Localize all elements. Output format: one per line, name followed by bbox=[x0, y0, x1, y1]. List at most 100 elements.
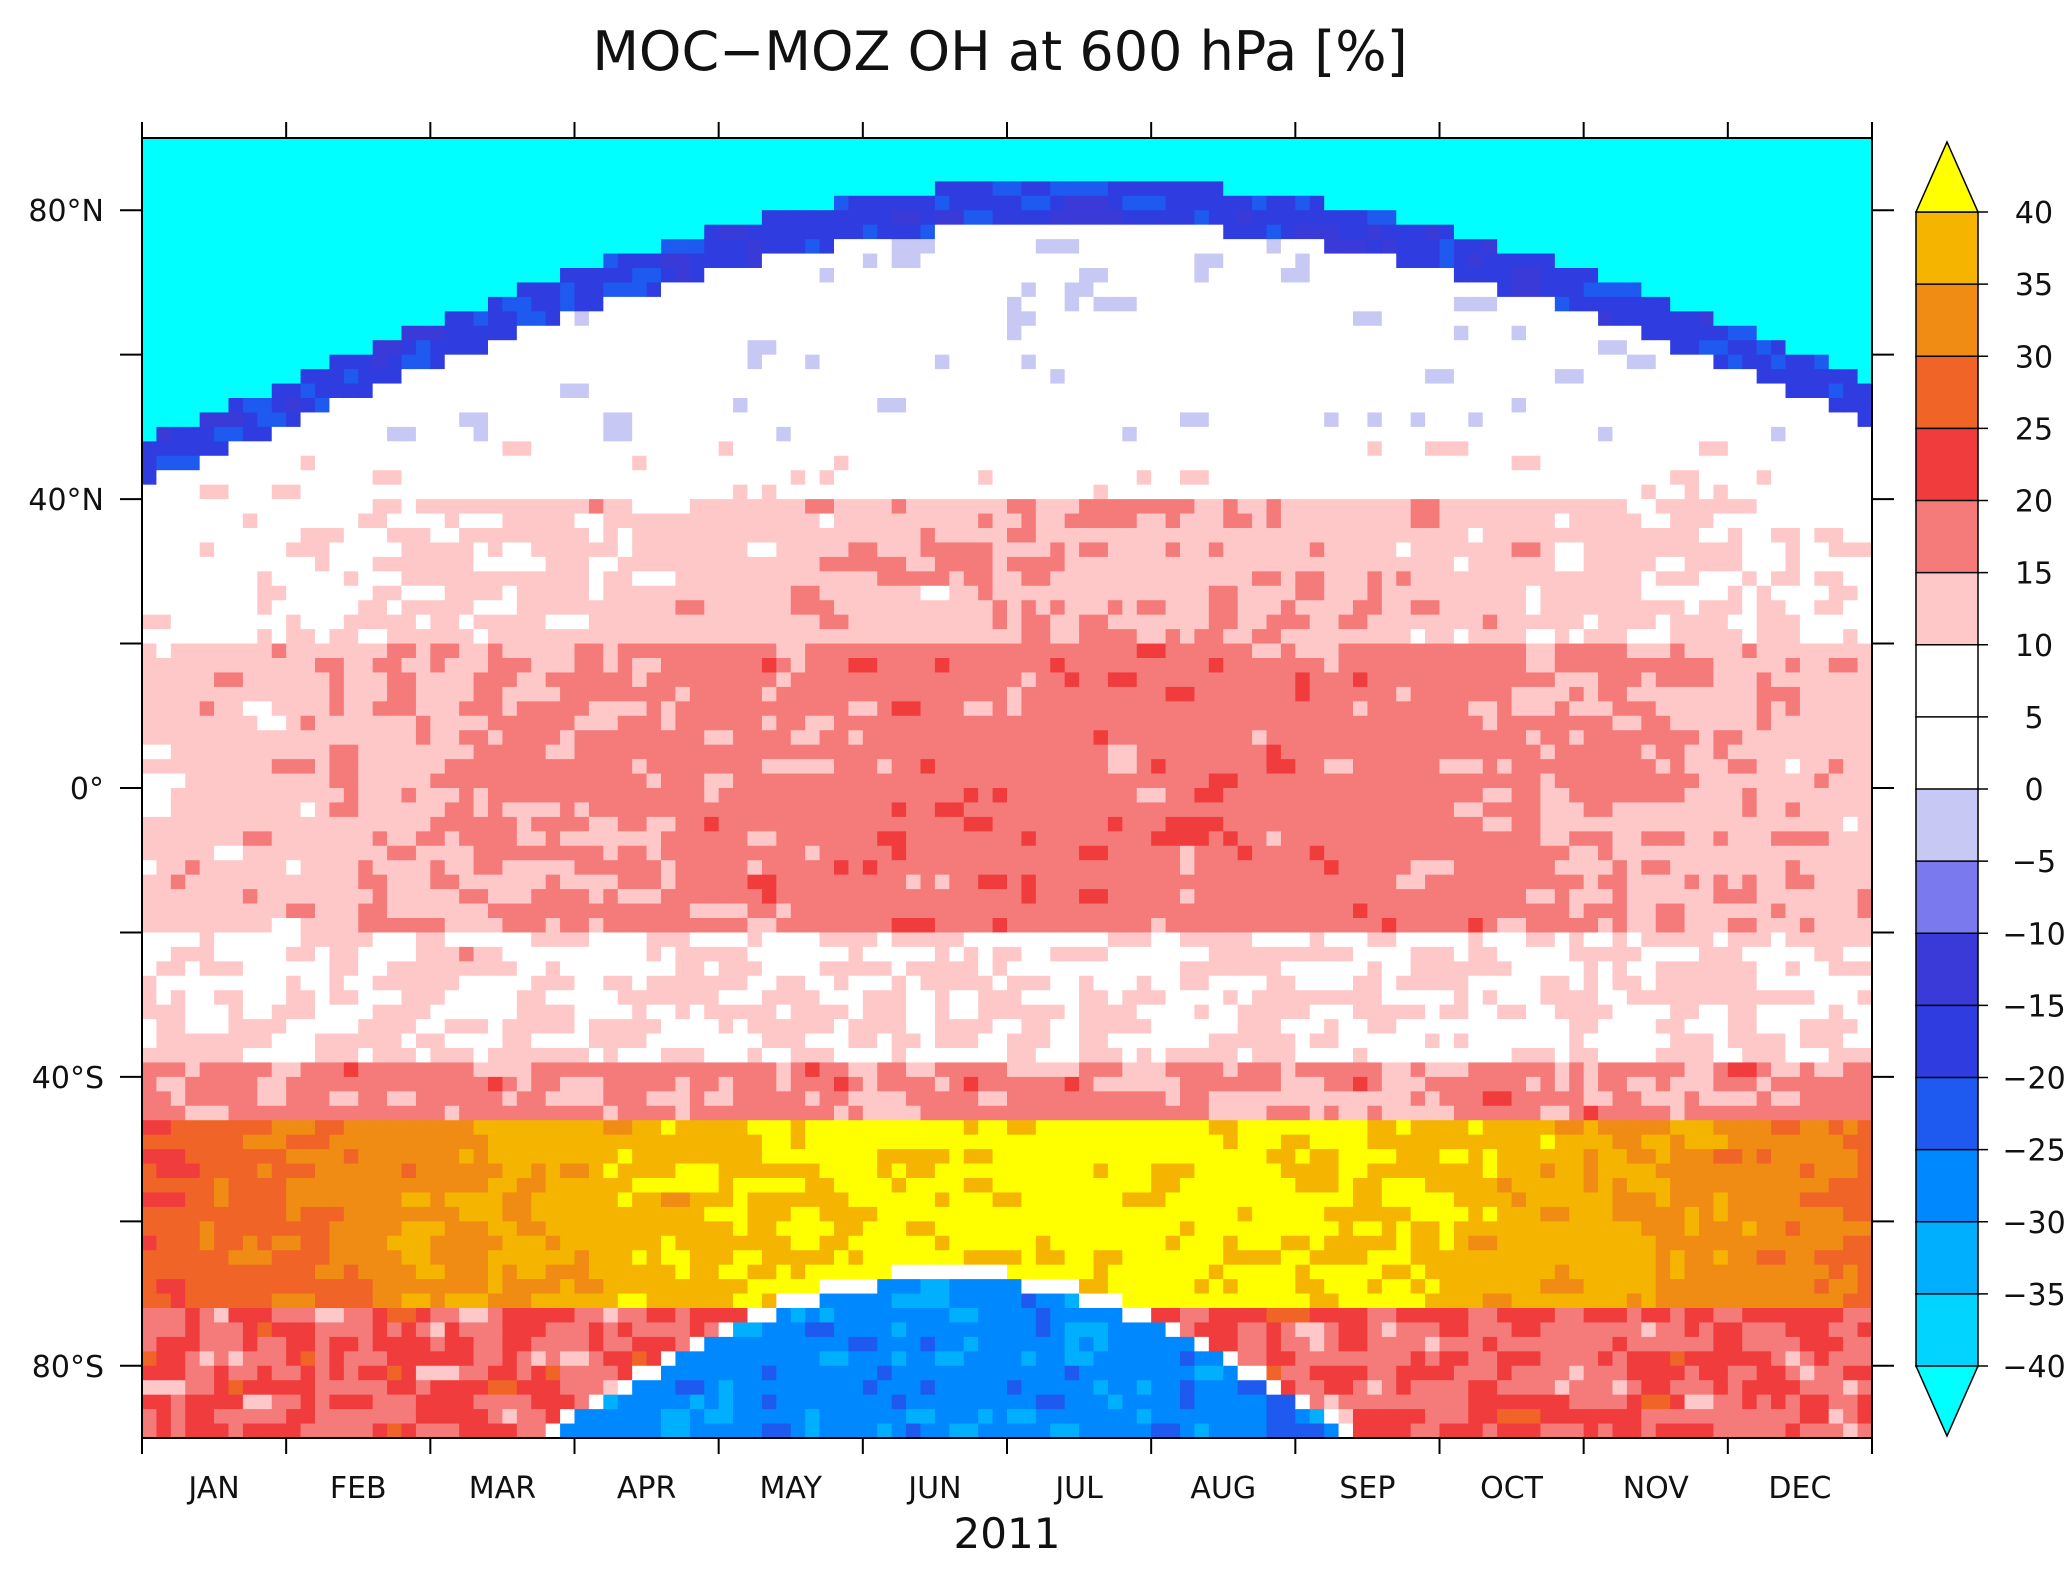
heatmap-cell bbox=[603, 860, 619, 876]
heatmap-cell bbox=[848, 1134, 864, 1150]
heatmap-cell bbox=[603, 990, 619, 1006]
heatmap-cell bbox=[170, 195, 186, 211]
heatmap-cell bbox=[920, 845, 936, 861]
heatmap-cell bbox=[502, 1178, 518, 1194]
heatmap-cell bbox=[142, 296, 158, 312]
heatmap-cell bbox=[603, 1221, 619, 1237]
heatmap-cell bbox=[617, 658, 633, 674]
heatmap-cell bbox=[891, 542, 907, 558]
heatmap-cell bbox=[545, 932, 561, 948]
heatmap-cell bbox=[415, 773, 431, 789]
heatmap-cell bbox=[430, 686, 446, 702]
heatmap-cell bbox=[776, 1250, 792, 1266]
heatmap-cell bbox=[617, 889, 633, 905]
heatmap-cell bbox=[488, 1076, 504, 1092]
heatmap-cell bbox=[704, 369, 720, 385]
heatmap-cell bbox=[488, 1279, 504, 1295]
heatmap-cell bbox=[156, 181, 172, 197]
heatmap-cell bbox=[185, 1019, 201, 1035]
heatmap-cell bbox=[170, 1380, 186, 1396]
heatmap-cell bbox=[747, 1394, 763, 1410]
heatmap-cell bbox=[531, 166, 547, 182]
heatmap-cell bbox=[906, 1293, 922, 1309]
heatmap-cell bbox=[891, 672, 907, 688]
heatmap-cell bbox=[545, 556, 561, 572]
heatmap-cell bbox=[329, 282, 345, 298]
heatmap-cell bbox=[286, 730, 302, 746]
heatmap-cell bbox=[170, 1019, 186, 1035]
heatmap-cell bbox=[502, 426, 518, 442]
heatmap-cell bbox=[199, 1004, 215, 1020]
heatmap-cell bbox=[185, 1134, 201, 1150]
heatmap-cell bbox=[906, 961, 922, 977]
heatmap-cell bbox=[704, 470, 720, 486]
heatmap-cell bbox=[329, 600, 345, 616]
heatmap-cell bbox=[358, 325, 374, 341]
heatmap-cell bbox=[473, 903, 489, 919]
heatmap-cell bbox=[502, 1380, 518, 1396]
heatmap-cell bbox=[156, 658, 172, 674]
heatmap-cell bbox=[502, 686, 518, 702]
heatmap-cell bbox=[372, 1091, 388, 1107]
heatmap-cell bbox=[459, 1394, 475, 1410]
heatmap-cell bbox=[891, 1264, 907, 1280]
heatmap-cell bbox=[329, 585, 345, 601]
heatmap-cell bbox=[646, 325, 662, 341]
heatmap-cell bbox=[920, 412, 936, 428]
heatmap-cell bbox=[661, 1221, 677, 1237]
heatmap-cell bbox=[790, 152, 806, 168]
heatmap-cell bbox=[617, 629, 633, 645]
heatmap-cell bbox=[488, 1192, 504, 1208]
heatmap-cell bbox=[401, 845, 417, 861]
heatmap-cell bbox=[675, 1091, 691, 1107]
heatmap-cell bbox=[300, 946, 316, 962]
heatmap-cell bbox=[401, 1206, 417, 1222]
heatmap-cell bbox=[848, 1235, 864, 1251]
heatmap-cell bbox=[733, 1351, 749, 1367]
heatmap-cell bbox=[906, 831, 922, 847]
heatmap-cell bbox=[257, 585, 273, 601]
heatmap-cell bbox=[502, 918, 518, 934]
heatmap-cell bbox=[343, 441, 359, 457]
heatmap-cell bbox=[387, 152, 403, 168]
heatmap-cell bbox=[142, 860, 158, 876]
heatmap-cell bbox=[156, 441, 172, 457]
heatmap-cell bbox=[430, 1019, 446, 1035]
heatmap-cell bbox=[257, 412, 273, 428]
heatmap-cell bbox=[617, 1149, 633, 1165]
heatmap-cell bbox=[906, 369, 922, 385]
heatmap-cell bbox=[689, 686, 705, 702]
heatmap-cell bbox=[761, 1206, 777, 1222]
heatmap-cell bbox=[862, 1264, 878, 1280]
heatmap-cell bbox=[862, 513, 878, 529]
heatmap-cell bbox=[646, 528, 662, 544]
heatmap-cell bbox=[185, 903, 201, 919]
heatmap-cell bbox=[300, 1221, 316, 1237]
heatmap-cell bbox=[300, 253, 316, 269]
heatmap-cell bbox=[387, 470, 403, 486]
heatmap-cell bbox=[372, 614, 388, 630]
heatmap-cell bbox=[819, 1206, 835, 1222]
heatmap-cell bbox=[761, 296, 777, 312]
heatmap-cell bbox=[545, 1149, 561, 1165]
heatmap-cell bbox=[617, 1033, 633, 1049]
heatmap-cell bbox=[185, 816, 201, 832]
heatmap-cell bbox=[271, 701, 287, 717]
heatmap-cell bbox=[343, 1293, 359, 1309]
heatmap-cell bbox=[848, 1250, 864, 1266]
heatmap-cell bbox=[603, 629, 619, 645]
heatmap-cell bbox=[142, 788, 158, 804]
heatmap-cell bbox=[488, 585, 504, 601]
heatmap-cell bbox=[675, 253, 691, 269]
heatmap-cell bbox=[934, 224, 950, 240]
heatmap-cell bbox=[574, 975, 590, 991]
heatmap-cell bbox=[718, 325, 734, 341]
heatmap-cell bbox=[848, 1076, 864, 1092]
heatmap-cell bbox=[387, 918, 403, 934]
heatmap-cell bbox=[502, 845, 518, 861]
heatmap-cell bbox=[372, 282, 388, 298]
heatmap-cell bbox=[848, 816, 864, 832]
heatmap-cell bbox=[257, 1423, 273, 1439]
heatmap-cell bbox=[473, 1163, 489, 1179]
heatmap-cell bbox=[329, 253, 345, 269]
